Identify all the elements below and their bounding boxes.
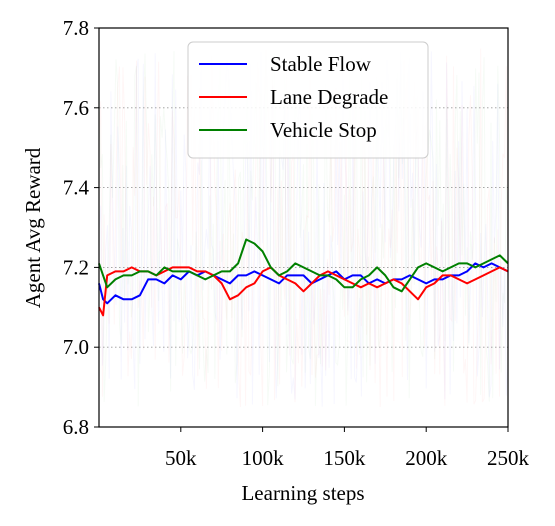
y-tick-label: 6.8 xyxy=(63,415,89,439)
legend-box xyxy=(187,41,429,159)
y-tick-label: 7.8 xyxy=(63,16,89,40)
legend: Stable Flow Lane Degrade Vehicle Stop xyxy=(187,41,429,159)
x-tick-label: 200k xyxy=(405,446,448,470)
x-tick-label: 100k xyxy=(242,446,285,470)
x-tick-label: 150k xyxy=(323,446,366,470)
y-tick-label: 7.2 xyxy=(63,255,89,279)
y-tick-label: 7.0 xyxy=(63,335,89,359)
x-tick-label: 50k xyxy=(165,446,197,470)
y-tick-label: 7.6 xyxy=(63,96,89,120)
y-tick-label: 7.4 xyxy=(63,176,90,200)
x-axis-label: Learning steps xyxy=(241,481,364,505)
legend-label: Stable Flow xyxy=(270,52,372,76)
plot-frame xyxy=(98,27,509,428)
y-ticks: 6.8 7.0 7.2 7.4 7.6 7.8 xyxy=(63,16,99,439)
series-line-vehicle-stop xyxy=(98,238,509,293)
series-lines xyxy=(98,238,509,317)
x-tick-label: 250k xyxy=(487,446,530,470)
legend-label: Vehicle Stop xyxy=(270,118,377,142)
series-line-lane-degrade xyxy=(98,266,509,317)
legend-label: Lane Degrade xyxy=(270,85,388,109)
x-ticks: 50k 100k 150k 200k 250k xyxy=(165,427,530,470)
y-axis-label: Agent Avg Reward xyxy=(21,147,45,308)
